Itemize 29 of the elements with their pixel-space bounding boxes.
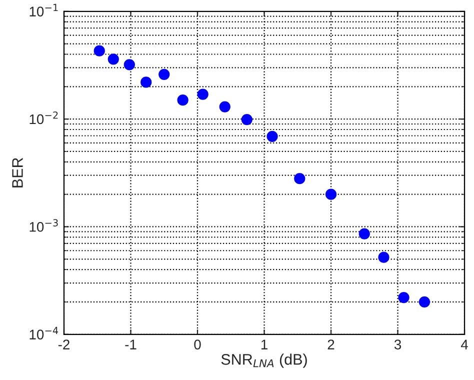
point	[108, 54, 119, 65]
y-tick-label: 10$^{−1}$	[30, 4, 58, 16]
point	[266, 130, 278, 142]
point	[124, 59, 135, 70]
x-tick-label: 0	[194, 340, 201, 350]
x-axis-title: SNR$_{LNA}$ (dB)	[221, 354, 307, 368]
point	[358, 228, 370, 240]
point	[418, 296, 430, 308]
point	[219, 101, 230, 112]
x-tick-label: 3	[394, 340, 402, 350]
point	[378, 252, 390, 263]
x-tick-label: 1	[261, 340, 268, 350]
y-axis-title: BER	[12, 158, 23, 188]
point	[294, 173, 306, 184]
y-tick-label: 10$^{−2}$	[30, 111, 58, 124]
point	[197, 88, 208, 100]
point	[241, 114, 252, 126]
x-tick-label: 2	[328, 340, 334, 350]
point	[140, 76, 152, 88]
x-tick-label: 4	[460, 340, 468, 350]
x-tick-label: -1	[125, 340, 136, 350]
point	[177, 94, 188, 106]
y-tick-label: 10$^{−4}$	[30, 326, 58, 340]
point	[158, 68, 170, 80]
point	[398, 292, 410, 304]
y-tick-label: 10$^{−3}$	[30, 219, 58, 232]
x-tick-label: -2	[58, 340, 70, 350]
point	[325, 188, 337, 200]
point	[94, 45, 105, 56]
